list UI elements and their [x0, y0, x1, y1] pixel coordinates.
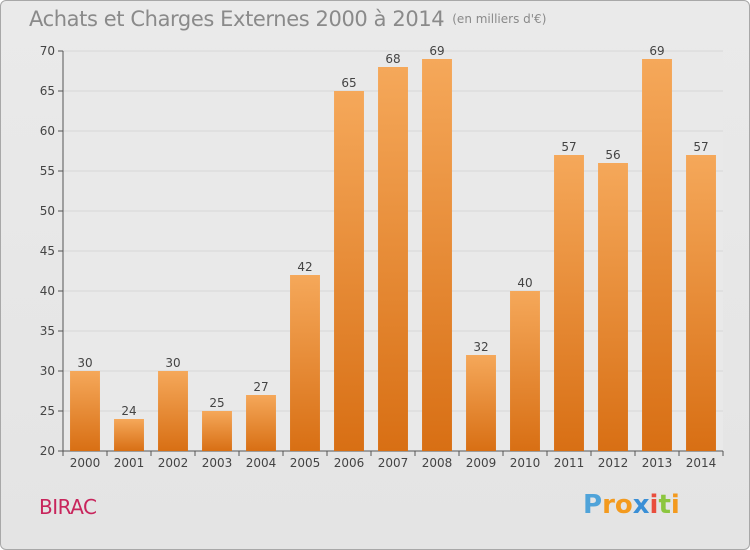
y-tick-label: 55	[40, 164, 55, 178]
x-tick-label: 2000	[70, 456, 101, 470]
x-tick-label: 2011	[554, 456, 585, 470]
data-label: 68	[385, 52, 400, 66]
y-tick-label: 30	[40, 364, 55, 378]
logo-letter: r	[602, 490, 615, 520]
bar	[114, 419, 144, 451]
logo-letter: o	[614, 490, 633, 520]
chart-title: Achats et Charges Externes 2000 à 2014 (e…	[29, 7, 546, 31]
bar	[642, 59, 672, 451]
bar	[554, 155, 584, 451]
data-label: 42	[297, 260, 312, 274]
y-tick-label: 60	[40, 124, 55, 138]
x-tick-label: 2014	[686, 456, 717, 470]
y-tick-label: 70	[40, 44, 55, 58]
chart-subtitle: (en milliers d'€)	[452, 12, 547, 26]
data-label: 57	[693, 140, 708, 154]
bar	[158, 371, 188, 451]
x-tick-label: 2007	[378, 456, 409, 470]
data-label: 69	[429, 44, 444, 58]
x-tick-label: 2005	[290, 456, 321, 470]
chart-title-text: Achats et Charges Externes 2000 à 2014	[29, 7, 445, 31]
data-label: 65	[341, 76, 356, 90]
data-label: 30	[165, 356, 180, 370]
data-label: 32	[473, 340, 488, 354]
data-label: 27	[253, 380, 268, 394]
data-labels: 30 24 30 25 27 42 65 68 69 32 40 57 56 69 57	[77, 44, 708, 418]
proxiti-logo: Proxiti	[583, 490, 680, 520]
x-tick-label: 2008	[422, 456, 453, 470]
logo-letter: P	[583, 490, 603, 520]
logo-letter: i	[670, 490, 680, 520]
bar	[70, 371, 100, 451]
x-tick-label: 2010	[510, 456, 541, 470]
x-tick-label: 2002	[158, 456, 189, 470]
commune-name: BIRAC	[39, 495, 97, 519]
bar	[598, 163, 628, 451]
bars	[70, 59, 716, 451]
data-label: 56	[605, 148, 620, 162]
x-tick-label: 2006	[334, 456, 365, 470]
bar	[246, 395, 276, 451]
data-label: 40	[517, 276, 532, 290]
y-tick-label: 40	[40, 284, 55, 298]
y-tick-label: 50	[40, 204, 55, 218]
data-label: 57	[561, 140, 576, 154]
bar	[686, 155, 716, 451]
x-tick-label: 2004	[246, 456, 277, 470]
bar	[378, 67, 408, 451]
bar	[202, 411, 232, 451]
y-tick-label: 35	[40, 324, 55, 338]
bar	[422, 59, 452, 451]
x-tick-label: 2009	[466, 456, 497, 470]
bar	[510, 291, 540, 451]
y-tick-label: 65	[40, 84, 55, 98]
bar	[466, 355, 496, 451]
x-tick-label: 2012	[598, 456, 629, 470]
bar	[334, 91, 364, 451]
bar	[290, 275, 320, 451]
x-tick-label: 2001	[114, 456, 145, 470]
logo-letter: i	[649, 490, 659, 520]
x-tick-label: 2013	[642, 456, 673, 470]
y-tick-label: 25	[40, 404, 55, 418]
logo-letter: t	[658, 490, 671, 520]
data-label: 24	[121, 404, 136, 418]
x-tick-label: 2003	[202, 456, 233, 470]
y-tick-label: 45	[40, 244, 55, 258]
data-label: 25	[209, 396, 224, 410]
data-label: 69	[649, 44, 664, 58]
y-tick-label: 20	[40, 444, 55, 458]
data-label: 30	[77, 356, 92, 370]
logo-letter: x	[632, 490, 650, 520]
